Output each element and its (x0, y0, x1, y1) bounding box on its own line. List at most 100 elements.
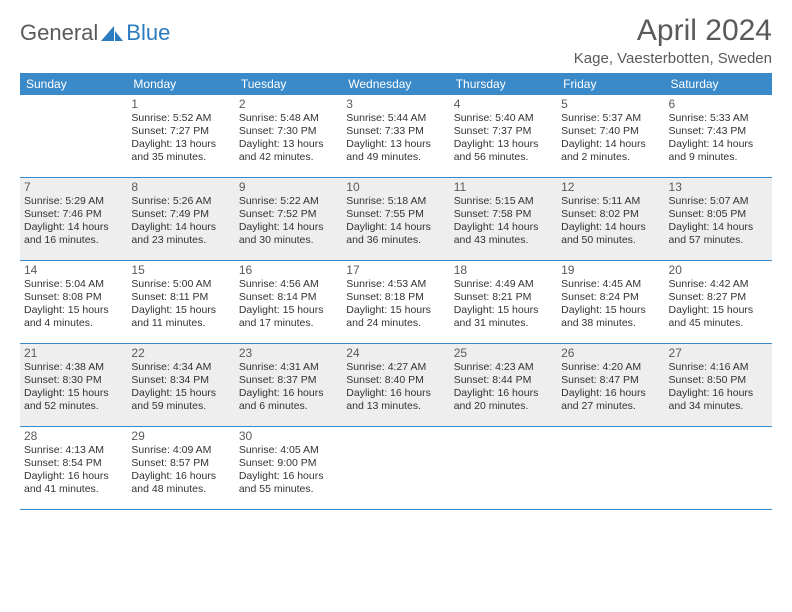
week-row: 28Sunrise: 4:13 AMSunset: 8:54 PMDayligh… (20, 427, 772, 510)
day-cell: 16Sunrise: 4:56 AMSunset: 8:14 PMDayligh… (235, 261, 342, 343)
sunrise-line: Sunrise: 5:22 AM (239, 195, 338, 208)
sunset-line: Sunset: 7:37 PM (454, 125, 553, 138)
header: General Blue April 2024 Kage, Vaesterbot… (20, 14, 772, 67)
day-cell: 2Sunrise: 5:48 AMSunset: 7:30 PMDaylight… (235, 95, 342, 177)
day-cell: 21Sunrise: 4:38 AMSunset: 8:30 PMDayligh… (20, 344, 127, 426)
weeks-container: 1Sunrise: 5:52 AMSunset: 7:27 PMDaylight… (20, 95, 772, 510)
sunset-line: Sunset: 8:37 PM (239, 374, 338, 387)
daylight-line: Daylight: 15 hours and 31 minutes. (454, 304, 553, 330)
daylight-line: Daylight: 14 hours and 9 minutes. (669, 138, 768, 164)
daylight-line: Daylight: 16 hours and 34 minutes. (669, 387, 768, 413)
day-cell: 26Sunrise: 4:20 AMSunset: 8:47 PMDayligh… (557, 344, 664, 426)
day-cell: 24Sunrise: 4:27 AMSunset: 8:40 PMDayligh… (342, 344, 449, 426)
sunrise-line: Sunrise: 4:16 AM (669, 361, 768, 374)
day-number: 28 (24, 429, 123, 443)
day-number: 14 (24, 263, 123, 277)
daylight-line: Daylight: 15 hours and 52 minutes. (24, 387, 123, 413)
day-cell: 11Sunrise: 5:15 AMSunset: 7:58 PMDayligh… (450, 178, 557, 260)
sunrise-line: Sunrise: 5:52 AM (131, 112, 230, 125)
page: General Blue April 2024 Kage, Vaesterbot… (0, 0, 792, 524)
daylight-line: Daylight: 14 hours and 30 minutes. (239, 221, 338, 247)
day-cell: 7Sunrise: 5:29 AMSunset: 7:46 PMDaylight… (20, 178, 127, 260)
sunset-line: Sunset: 7:46 PM (24, 208, 123, 221)
day-cell: 23Sunrise: 4:31 AMSunset: 8:37 PMDayligh… (235, 344, 342, 426)
day-cell: 18Sunrise: 4:49 AMSunset: 8:21 PMDayligh… (450, 261, 557, 343)
daylight-line: Daylight: 13 hours and 35 minutes. (131, 138, 230, 164)
sunset-line: Sunset: 8:44 PM (454, 374, 553, 387)
sunset-line: Sunset: 7:40 PM (561, 125, 660, 138)
day-cell (665, 427, 772, 509)
week-row: 21Sunrise: 4:38 AMSunset: 8:30 PMDayligh… (20, 344, 772, 427)
sunset-line: Sunset: 8:02 PM (561, 208, 660, 221)
day-cell: 27Sunrise: 4:16 AMSunset: 8:50 PMDayligh… (665, 344, 772, 426)
sunrise-line: Sunrise: 5:33 AM (669, 112, 768, 125)
day-number: 21 (24, 346, 123, 360)
day-number: 17 (346, 263, 445, 277)
sunrise-line: Sunrise: 5:40 AM (454, 112, 553, 125)
daylight-line: Daylight: 16 hours and 27 minutes. (561, 387, 660, 413)
day-number: 2 (239, 97, 338, 111)
week-row: 7Sunrise: 5:29 AMSunset: 7:46 PMDaylight… (20, 178, 772, 261)
sunrise-line: Sunrise: 5:00 AM (131, 278, 230, 291)
day-number: 6 (669, 97, 768, 111)
sunset-line: Sunset: 8:08 PM (24, 291, 123, 304)
day-header: Thursday (450, 73, 557, 95)
logo-text-general: General (20, 20, 98, 46)
daylight-line: Daylight: 13 hours and 42 minutes. (239, 138, 338, 164)
daylight-line: Daylight: 15 hours and 45 minutes. (669, 304, 768, 330)
day-cell (450, 427, 557, 509)
sunrise-line: Sunrise: 5:48 AM (239, 112, 338, 125)
daylight-line: Daylight: 16 hours and 6 minutes. (239, 387, 338, 413)
sunrise-line: Sunrise: 5:44 AM (346, 112, 445, 125)
sunrise-line: Sunrise: 5:11 AM (561, 195, 660, 208)
day-number: 25 (454, 346, 553, 360)
daylight-line: Daylight: 14 hours and 50 minutes. (561, 221, 660, 247)
day-number: 5 (561, 97, 660, 111)
day-cell: 19Sunrise: 4:45 AMSunset: 8:24 PMDayligh… (557, 261, 664, 343)
sunset-line: Sunset: 7:43 PM (669, 125, 768, 138)
daylight-line: Daylight: 14 hours and 57 minutes. (669, 221, 768, 247)
day-number: 30 (239, 429, 338, 443)
day-header: Wednesday (342, 73, 449, 95)
daylight-line: Daylight: 15 hours and 17 minutes. (239, 304, 338, 330)
sunset-line: Sunset: 8:21 PM (454, 291, 553, 304)
day-cell: 13Sunrise: 5:07 AMSunset: 8:05 PMDayligh… (665, 178, 772, 260)
day-cell: 29Sunrise: 4:09 AMSunset: 8:57 PMDayligh… (127, 427, 234, 509)
day-cell: 8Sunrise: 5:26 AMSunset: 7:49 PMDaylight… (127, 178, 234, 260)
daylight-line: Daylight: 16 hours and 55 minutes. (239, 470, 338, 496)
logo: General Blue (20, 20, 170, 46)
day-number: 11 (454, 180, 553, 194)
sunset-line: Sunset: 8:34 PM (131, 374, 230, 387)
daylight-line: Daylight: 16 hours and 20 minutes. (454, 387, 553, 413)
daylight-line: Daylight: 14 hours and 43 minutes. (454, 221, 553, 247)
sunrise-line: Sunrise: 4:20 AM (561, 361, 660, 374)
day-number: 29 (131, 429, 230, 443)
day-cell: 5Sunrise: 5:37 AMSunset: 7:40 PMDaylight… (557, 95, 664, 177)
location: Kage, Vaesterbotten, Sweden (574, 50, 772, 67)
day-number: 22 (131, 346, 230, 360)
day-header: Monday (127, 73, 234, 95)
sunrise-line: Sunrise: 4:09 AM (131, 444, 230, 457)
sunset-line: Sunset: 8:24 PM (561, 291, 660, 304)
sunrise-line: Sunrise: 4:56 AM (239, 278, 338, 291)
sunrise-line: Sunrise: 4:23 AM (454, 361, 553, 374)
day-cell: 22Sunrise: 4:34 AMSunset: 8:34 PMDayligh… (127, 344, 234, 426)
day-number: 3 (346, 97, 445, 111)
day-header: Friday (557, 73, 664, 95)
daylight-line: Daylight: 15 hours and 4 minutes. (24, 304, 123, 330)
sunset-line: Sunset: 7:52 PM (239, 208, 338, 221)
sunrise-line: Sunrise: 4:27 AM (346, 361, 445, 374)
day-number: 23 (239, 346, 338, 360)
day-header: Sunday (20, 73, 127, 95)
day-number: 7 (24, 180, 123, 194)
sunset-line: Sunset: 8:54 PM (24, 457, 123, 470)
day-number: 12 (561, 180, 660, 194)
sunset-line: Sunset: 8:57 PM (131, 457, 230, 470)
daylight-line: Daylight: 15 hours and 24 minutes. (346, 304, 445, 330)
day-number: 24 (346, 346, 445, 360)
logo-text-blue: Blue (126, 20, 170, 46)
day-cell: 4Sunrise: 5:40 AMSunset: 7:37 PMDaylight… (450, 95, 557, 177)
day-number: 8 (131, 180, 230, 194)
day-number: 18 (454, 263, 553, 277)
sunset-line: Sunset: 8:18 PM (346, 291, 445, 304)
